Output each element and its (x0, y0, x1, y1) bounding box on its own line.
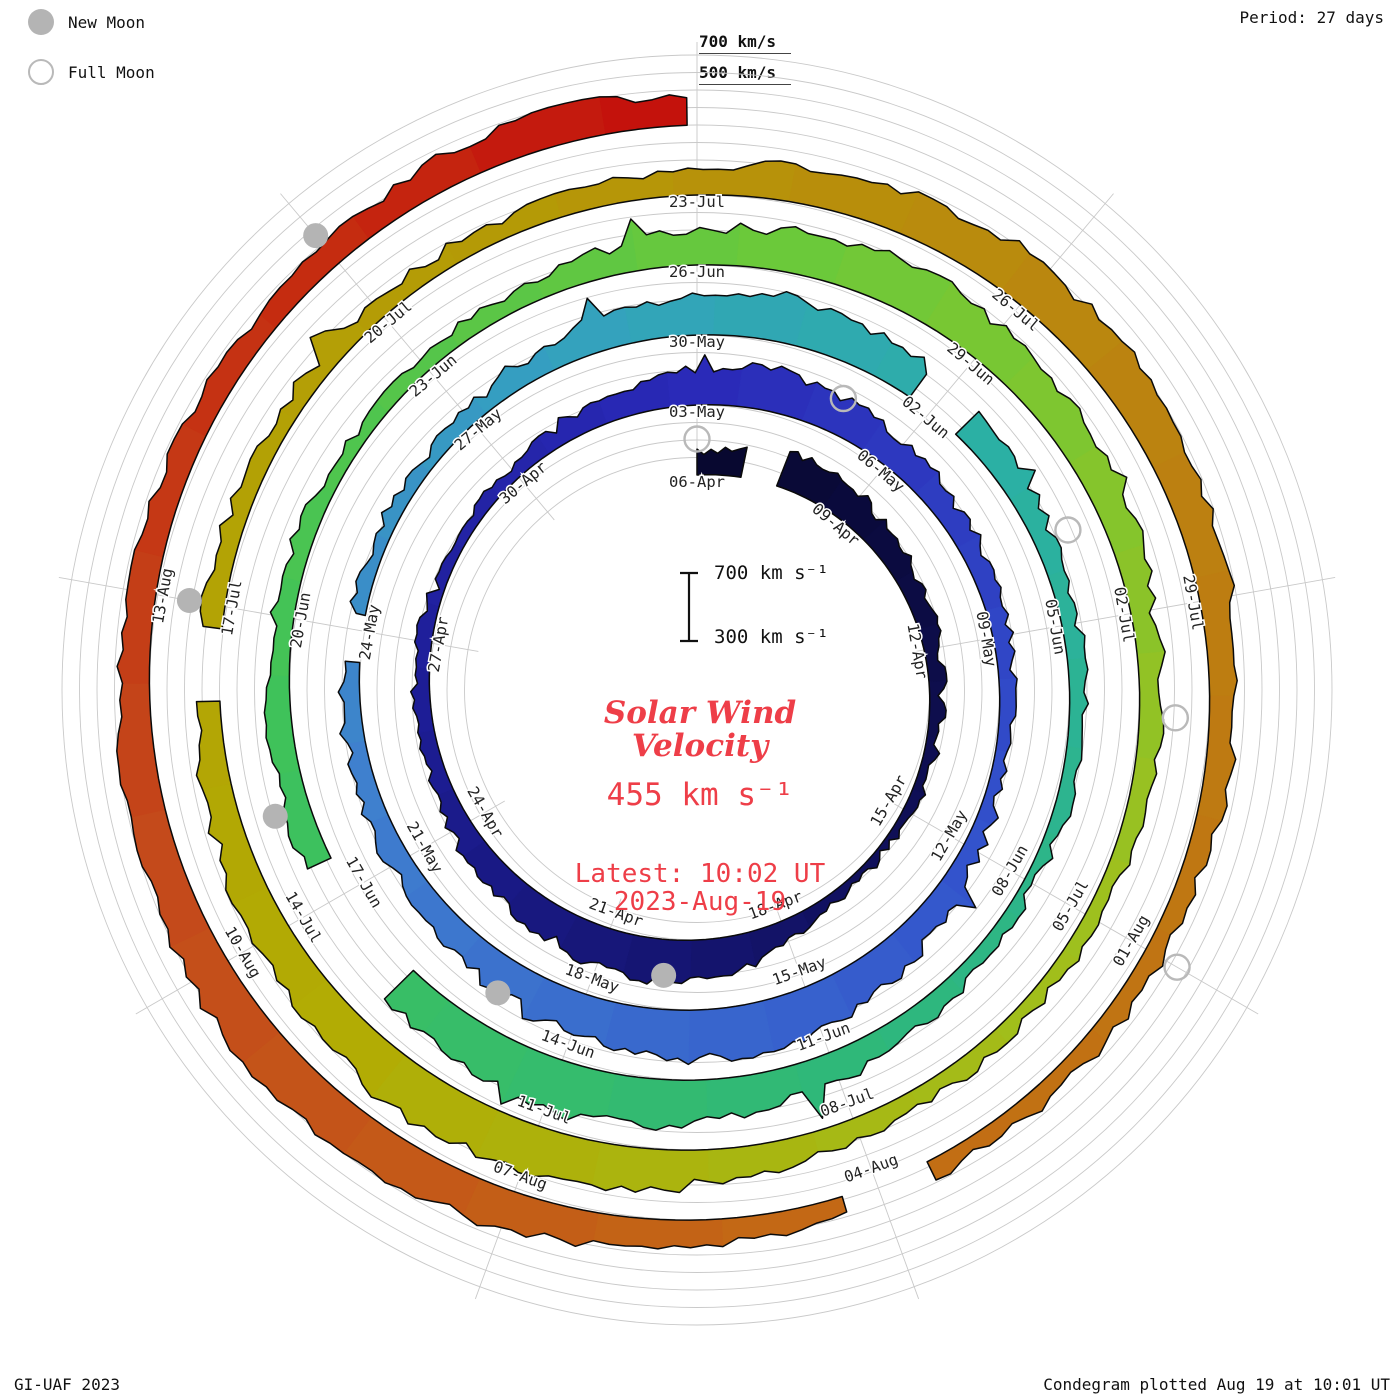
full-moon-marker (1161, 704, 1190, 732)
new-moon-marker (303, 223, 329, 249)
full-moon-marker (1163, 953, 1191, 981)
velocity-scale-bar (680, 571, 698, 643)
velocity-band-slice (426, 542, 464, 607)
velocity-band-slice (736, 362, 818, 422)
inner-circle-scale-label: 500 km/s (699, 63, 791, 85)
velocity-band-slice (324, 400, 389, 493)
velocity-band-slice (736, 222, 848, 285)
velocity-band-slice (713, 291, 809, 347)
velocity-band-slice (603, 1001, 690, 1065)
velocity-band-outline (199, 160, 1238, 1181)
new-moon-marker (651, 962, 677, 988)
new-moon-marker (485, 980, 511, 1006)
velocity-band-slice (955, 410, 1036, 500)
velocity-band-slice (462, 840, 528, 904)
velocity-band-slice (134, 423, 207, 558)
legend-full-moon: Full Moon (28, 58, 155, 86)
velocity-band-outline (349, 290, 928, 617)
scale-bar-top-label: 700 km s⁻¹ (714, 562, 829, 584)
spiral-band-outlines (116, 94, 1238, 1250)
velocity-band-outline (116, 94, 848, 1250)
velocity-band-slice (181, 314, 277, 437)
date-label: 03-May (669, 403, 725, 421)
period-label: Period: 27 days (1239, 8, 1385, 27)
full-moon-marker (1054, 516, 1082, 544)
outer-circle-scale-label: 700 km/s (699, 32, 791, 54)
date-label: 30-May (669, 333, 725, 351)
velocity-band-slice (473, 346, 555, 414)
grid-spoke (772, 898, 920, 1300)
date-label: 06-Apr (669, 473, 725, 491)
velocity-band-slice (995, 949, 1080, 1044)
velocity-band-slice (1069, 446, 1145, 555)
date-label: 17-Jun (342, 854, 386, 911)
full-moon-label: Full Moon (68, 62, 155, 82)
velocity-band-slice (1196, 695, 1237, 822)
spiral-bands (116, 94, 1238, 1250)
velocity-band-slice (705, 1064, 803, 1119)
new-moon-icon (28, 9, 54, 35)
velocity-band-slice (788, 163, 920, 234)
velocity-band-slice (280, 321, 368, 420)
velocity-band-slice (666, 354, 743, 408)
moon-legend: New Moon Full Moon (28, 8, 155, 108)
velocity-band-slice (1194, 570, 1238, 697)
full-moon-marker (829, 384, 858, 413)
velocity-band-outline (383, 410, 1090, 1131)
grid-spoke (915, 577, 1336, 652)
velocity-band-slice (349, 533, 390, 616)
velocity-band-outline (195, 218, 1166, 1194)
velocity-band-slice (454, 487, 502, 549)
plotted-timestamp-label: Condegram plotted Aug 19 at 10:01 UT (1043, 1375, 1390, 1394)
date-label: 04-Aug (842, 1150, 901, 1186)
date-label: 02-Jun (898, 393, 952, 443)
velocity-band-slice (598, 371, 671, 424)
credit-label: GI-UAF 2023 (14, 1375, 120, 1394)
full-moon-icon (28, 59, 54, 85)
velocity-band-outline (337, 354, 1018, 1066)
moon-markers (176, 223, 1191, 1006)
new-moon-label: New Moon (68, 12, 146, 32)
velocity-band-outline (696, 446, 748, 478)
full-moon-marker (683, 425, 711, 453)
velocity-band-slice (1003, 1028, 1107, 1125)
grid-spoke (889, 800, 1259, 1015)
date-label: 26-Jun (669, 263, 725, 281)
velocity-band-slice (264, 674, 300, 775)
velocity-band-slice (1087, 341, 1185, 468)
velocity-band-slice (417, 729, 454, 795)
velocity-band-slice (1005, 357, 1097, 464)
velocity-band-slice (537, 218, 639, 299)
velocity-band-slice (375, 463, 431, 541)
velocity-band-slice (357, 242, 458, 333)
velocity-band-slice (196, 700, 232, 790)
velocity-band-slice (801, 878, 853, 929)
velocity-band-slice (230, 408, 297, 521)
velocity-band-slice (1045, 746, 1083, 837)
velocity-band-slice (352, 146, 482, 240)
velocity-band-slice (707, 1131, 819, 1185)
legend-new-moon: New Moon (28, 8, 155, 36)
new-moon-marker (262, 803, 288, 829)
velocity-band-slice (451, 281, 545, 347)
scale-bar-bottom-label: 300 km s⁻¹ (714, 626, 829, 648)
date-label: 23-Jul (669, 193, 725, 211)
velocity-band-slice (910, 1028, 1008, 1105)
new-moon-marker (176, 587, 202, 613)
